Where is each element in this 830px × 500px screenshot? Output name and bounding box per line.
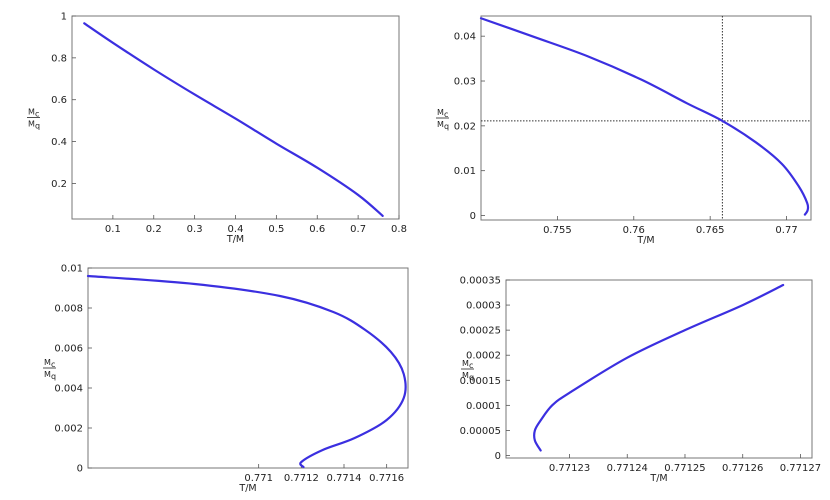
y-tick-label: 0.00015 bbox=[460, 376, 501, 387]
y-tick-label: 0.0003 bbox=[466, 301, 501, 312]
y-tick-label: 0.002 bbox=[54, 424, 83, 435]
y-tick-label: 0.008 bbox=[54, 304, 83, 315]
y-tick-label: 0.6 bbox=[51, 95, 67, 106]
chart-panel-1: 0.1 0.2 0.3 0.4 0.5 0.6 0.7 0.8 0.2 0.4 0.6 0.8 1 T/M… bbox=[27, 12, 407, 245]
y-label-denominator-subscript: q bbox=[469, 373, 474, 382]
y-tick-label: 0.006 bbox=[54, 344, 83, 355]
y-tick-label: 0.2 bbox=[51, 179, 67, 190]
x-tick-label: 0.7716 bbox=[369, 473, 404, 484]
y-tick-label: 0.004 bbox=[54, 384, 83, 395]
plot-frame bbox=[505, 279, 813, 459]
x-tick-label: 0.765 bbox=[696, 225, 725, 236]
x-tick-label: 0.8 bbox=[391, 224, 407, 235]
x-axis-label: T/M bbox=[649, 473, 667, 484]
y-label-numerator-subscript: c bbox=[35, 110, 39, 119]
y-tick-label: 0.8 bbox=[51, 53, 67, 64]
plot-frame bbox=[87, 267, 409, 469]
y-label-denominator: M bbox=[437, 120, 444, 129]
y-tick-label: 0.04 bbox=[454, 32, 476, 43]
y-tick-label: 0 bbox=[470, 211, 476, 222]
x-tick-label: 0.3 bbox=[187, 224, 203, 235]
y-tick-label: 0.00005 bbox=[460, 426, 501, 437]
chart-panel-4: 0.77123 0.77124 0.77125 0.77126 0.77127 0 0.00… bbox=[460, 276, 821, 485]
series-line-1 bbox=[479, 17, 810, 216]
y-tick-label: 0 bbox=[77, 464, 83, 475]
x-tick-label: 0.4 bbox=[228, 224, 244, 235]
x-tick-label: 0.76 bbox=[623, 225, 645, 236]
x-tick-label: 0.7 bbox=[350, 224, 366, 235]
x-tick-label: 0.77124 bbox=[607, 463, 648, 474]
x-tick-label: 0.6 bbox=[309, 224, 325, 235]
series-line-1 bbox=[533, 283, 785, 452]
series-line-1 bbox=[86, 274, 407, 469]
y-label-denominator: M bbox=[28, 120, 35, 129]
y-tick-label: 0.00025 bbox=[460, 326, 501, 337]
x-tick-label: 0.2 bbox=[146, 224, 162, 235]
y-tick-label: 0 bbox=[495, 451, 501, 462]
x-tick-label: 0.77126 bbox=[722, 463, 763, 474]
x-axis-label: T/M bbox=[238, 483, 256, 494]
x-axis-label: T/M bbox=[636, 235, 654, 246]
y-label-numerator-subscript: c bbox=[469, 361, 473, 370]
y-label-numerator-subscript: c bbox=[51, 360, 55, 369]
y-tick-label: 0.03 bbox=[454, 77, 476, 88]
y-label-numerator: M bbox=[28, 108, 35, 117]
x-tick-label: 0.5 bbox=[268, 224, 284, 235]
x-tick-label: 0.755 bbox=[543, 225, 572, 236]
x-tick-label: 0.771 bbox=[244, 473, 273, 484]
y-label-numerator-subscript: c bbox=[444, 110, 448, 119]
y-tick-label: 0.01 bbox=[454, 166, 476, 177]
y-tick-label: 0.4 bbox=[51, 137, 67, 148]
plot-frame bbox=[480, 15, 812, 221]
y-tick-label: 1 bbox=[61, 12, 67, 23]
x-tick-label: 0.77127 bbox=[780, 463, 821, 474]
x-tick-label: 0.77123 bbox=[549, 463, 590, 474]
y-tick-label: 0.0001 bbox=[466, 401, 501, 412]
y-label-denominator-subscript: q bbox=[444, 122, 449, 131]
y-label-denominator-subscript: q bbox=[35, 122, 40, 131]
y-label-numerator: M bbox=[462, 359, 469, 368]
y-label-denominator: M bbox=[44, 370, 51, 379]
chart-panel-3: 0.771 0.7712 0.7714 0.7716 0 0.002 0.004 0.006 0… bbox=[43, 264, 409, 494]
x-axis-label: T/M bbox=[226, 234, 244, 245]
x-tick-label: 0.77 bbox=[775, 225, 797, 236]
y-tick-label: 0.00035 bbox=[460, 276, 501, 287]
series-line-1 bbox=[83, 22, 384, 217]
chart-panel-2: 0.755 0.76 0.765 0.77 0 0.01 0.02 0.03 0.04 T/M M c… bbox=[436, 15, 812, 246]
y-tick-label: 0.01 bbox=[61, 264, 83, 275]
y-label-denominator: M bbox=[462, 371, 469, 380]
x-tick-label: 0.77125 bbox=[664, 463, 705, 474]
y-tick-label: 0.0002 bbox=[466, 351, 501, 362]
x-tick-label: 0.7712 bbox=[284, 473, 319, 484]
x-tick-label: 0.7714 bbox=[327, 473, 362, 484]
y-tick-label: 0.02 bbox=[454, 121, 476, 132]
y-label-denominator-subscript: q bbox=[51, 372, 56, 381]
y-label-numerator: M bbox=[437, 108, 444, 117]
y-label-numerator: M bbox=[44, 358, 51, 367]
x-tick-label: 0.1 bbox=[105, 224, 121, 235]
